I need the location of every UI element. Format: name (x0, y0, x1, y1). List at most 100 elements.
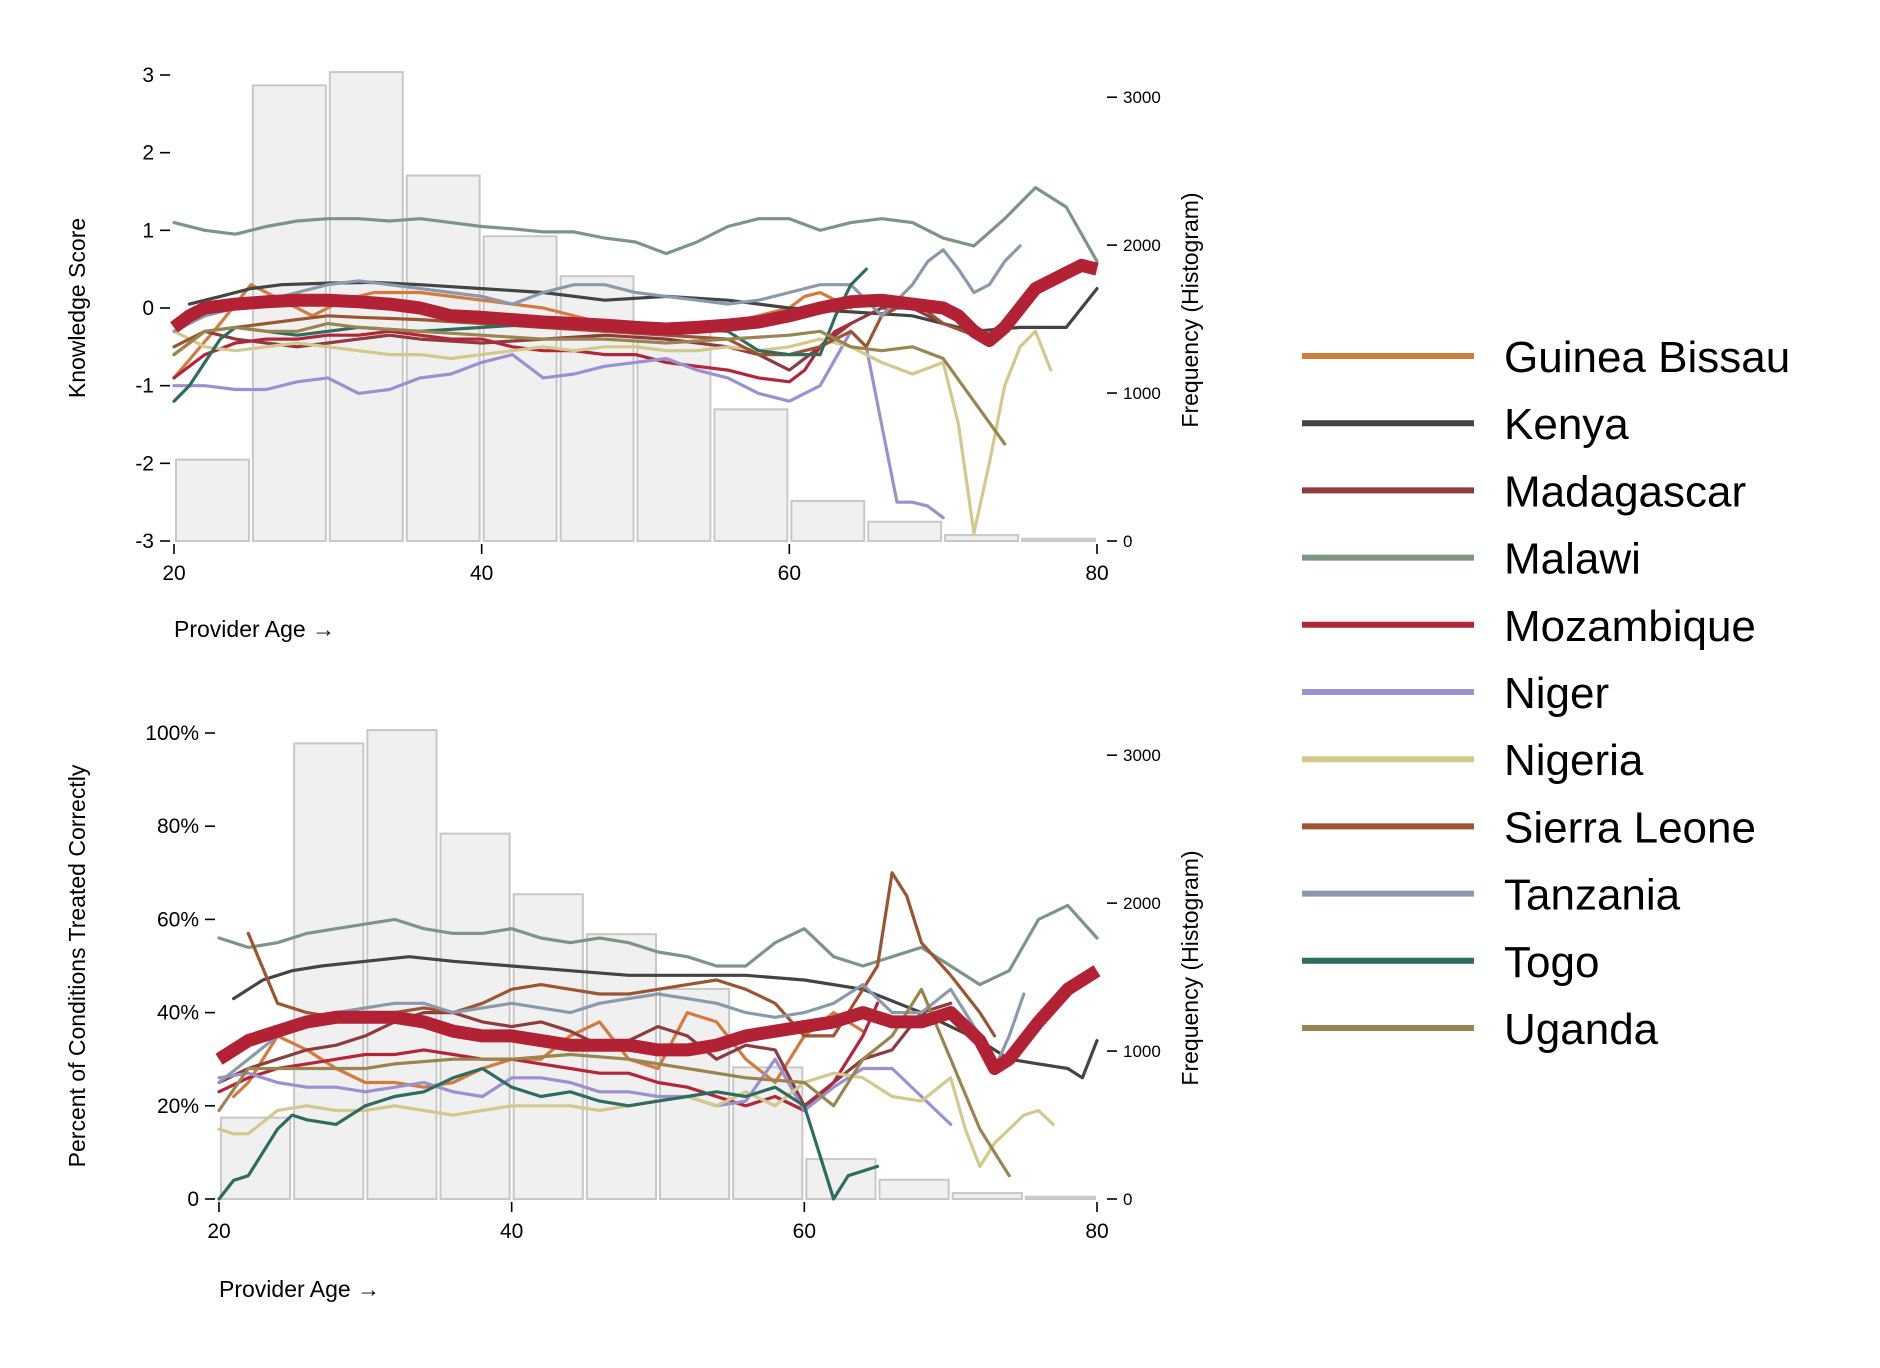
y2-axis-ticks: 3000 2000 1000 0 (1107, 746, 1161, 1209)
legend-label: Madagascar (1504, 467, 1746, 516)
x-tick-label: 80 (1085, 1220, 1108, 1243)
legend-item: Mozambique (1302, 602, 1756, 651)
histogram-bar (175, 458, 250, 542)
y-tick-label: 60% (157, 908, 199, 931)
y-tick-label: -1 (135, 375, 154, 398)
series-line-togo (217, 1066, 880, 1201)
histogram-bar (293, 742, 365, 1200)
legend-label: Sierra Leone (1504, 803, 1756, 852)
y2-tick-label: 2000 (1123, 894, 1161, 913)
x-tick-label: 40 (500, 1220, 523, 1243)
panel-2: 100% 80% 60% 40% 20% 0 20 40 60 80 3000 2000 1000 0 Pe… (64, 722, 1203, 1302)
y2-axis-title: Frequency (Histogram) (1177, 192, 1203, 427)
histogram-bar (944, 534, 1020, 542)
legend-item: Niger (1302, 669, 1609, 718)
series-line-malawi (172, 186, 1099, 263)
series-line-niger (217, 1057, 953, 1126)
y-tick-label: 40% (157, 1002, 199, 1025)
y2-tick-label: 3000 (1123, 746, 1161, 765)
series-line-uganda (217, 987, 1011, 1178)
x-axis-title: Provider Age → (219, 1276, 380, 1302)
legend-label: Guinea Bissau (1504, 333, 1790, 382)
legend-label: Nigeria (1504, 736, 1644, 785)
y2-tick-label: 0 (1123, 532, 1132, 551)
series-line-mozambique (217, 1001, 880, 1113)
series-lines (217, 871, 1099, 1201)
y-tick-label: 100% (145, 722, 199, 745)
histogram-bar (1024, 1195, 1097, 1201)
y-axis-ticks: 3 2 1 0 -1 -2 -3 (135, 64, 170, 553)
legend: Guinea Bissau Kenya Madagascar Malawi Mozamb… (1302, 333, 1790, 1054)
x-tick-label: 60 (793, 1220, 816, 1243)
y-axis-title: Percent of Conditions Treated Correctly (64, 764, 90, 1167)
overall-line (170, 258, 1099, 348)
y-tick-label: 20% (157, 1095, 199, 1118)
legend-label: Niger (1504, 669, 1609, 718)
series-line-tanzania (172, 244, 1022, 333)
y-axis-ticks: 100% 80% 60% 40% 20% 0 (145, 722, 215, 1211)
series-line-niger (172, 329, 945, 520)
series-line-nigeria (172, 329, 1053, 535)
legend-label: Tanzania (1504, 871, 1681, 920)
histogram-bar (439, 832, 511, 1200)
y2-tick-label: 1000 (1123, 384, 1161, 403)
legend-item: Malawi (1302, 535, 1641, 584)
histogram-bar (220, 1116, 292, 1200)
legend-label: Uganda (1504, 1005, 1659, 1054)
y-tick-label: 3 (142, 64, 154, 87)
series-line-mozambique (172, 321, 853, 384)
y2-tick-label: 1000 (1123, 1042, 1161, 1061)
histogram-bar (482, 235, 558, 542)
y2-tick-label: 3000 (1123, 88, 1161, 107)
legend-label: Malawi (1504, 535, 1641, 584)
histogram-bar (951, 1192, 1023, 1200)
legend-item: Madagascar (1302, 467, 1746, 516)
legend-item: Nigeria (1302, 736, 1644, 785)
histogram-bar (805, 1158, 877, 1200)
histogram-bar (867, 520, 943, 542)
histogram-bar (790, 500, 866, 542)
y-tick-label: 0 (187, 1188, 199, 1211)
y-axis-title: Knowledge Score (64, 218, 90, 398)
y-tick-label: -3 (135, 530, 154, 553)
x-tick-label: 40 (470, 562, 493, 585)
x-tick-label: 20 (162, 562, 185, 585)
panel-1: 3 2 1 0 -1 -2 -3 20 40 60 80 3000 2000 1000 0 Knowledge… (64, 64, 1203, 642)
series-lines (172, 186, 1099, 535)
legend-item: Guinea Bissau (1302, 333, 1790, 382)
x-axis-ticks: 20 40 60 80 (162, 544, 1109, 585)
histogram-bar (366, 729, 438, 1200)
y2-tick-label: 0 (1123, 1190, 1132, 1209)
series-line-tanzania (217, 983, 1026, 1085)
histogram-bar (713, 408, 789, 543)
series-line-kenya (232, 955, 1099, 1080)
histogram (220, 729, 1097, 1201)
legend-label: Mozambique (1504, 602, 1756, 651)
y2-axis-ticks: 3000 2000 1000 0 (1107, 88, 1161, 551)
x-tick-label: 20 (207, 1220, 230, 1243)
y-tick-label: 0 (142, 297, 154, 320)
series-line-togo (172, 267, 868, 403)
x-tick-label: 80 (1085, 562, 1108, 585)
y2-axis-title: Frequency (Histogram) (1177, 850, 1203, 1085)
y-tick-label: 80% (157, 815, 199, 838)
legend-item: Togo (1302, 938, 1599, 987)
x-tick-label: 60 (778, 562, 801, 585)
y2-tick-label: 2000 (1123, 236, 1161, 255)
series-line-malawi (217, 903, 1099, 987)
overall-line (215, 965, 1101, 1075)
y-tick-label: 2 (142, 142, 154, 165)
histogram-bar (585, 933, 657, 1200)
legend-item: Sierra Leone (1302, 803, 1756, 852)
series-line-uganda (172, 321, 1007, 446)
histogram-bar (878, 1178, 950, 1201)
histogram-bar (1021, 537, 1096, 542)
histogram-bar (251, 84, 327, 542)
legend-item: Tanzania (1302, 871, 1681, 920)
legend-label: Togo (1504, 938, 1599, 987)
x-axis-ticks: 20 40 60 80 (207, 1202, 1109, 1243)
y-tick-label: -2 (135, 452, 154, 475)
legend-item: Uganda (1302, 1005, 1659, 1054)
legend-item: Kenya (1302, 400, 1629, 449)
